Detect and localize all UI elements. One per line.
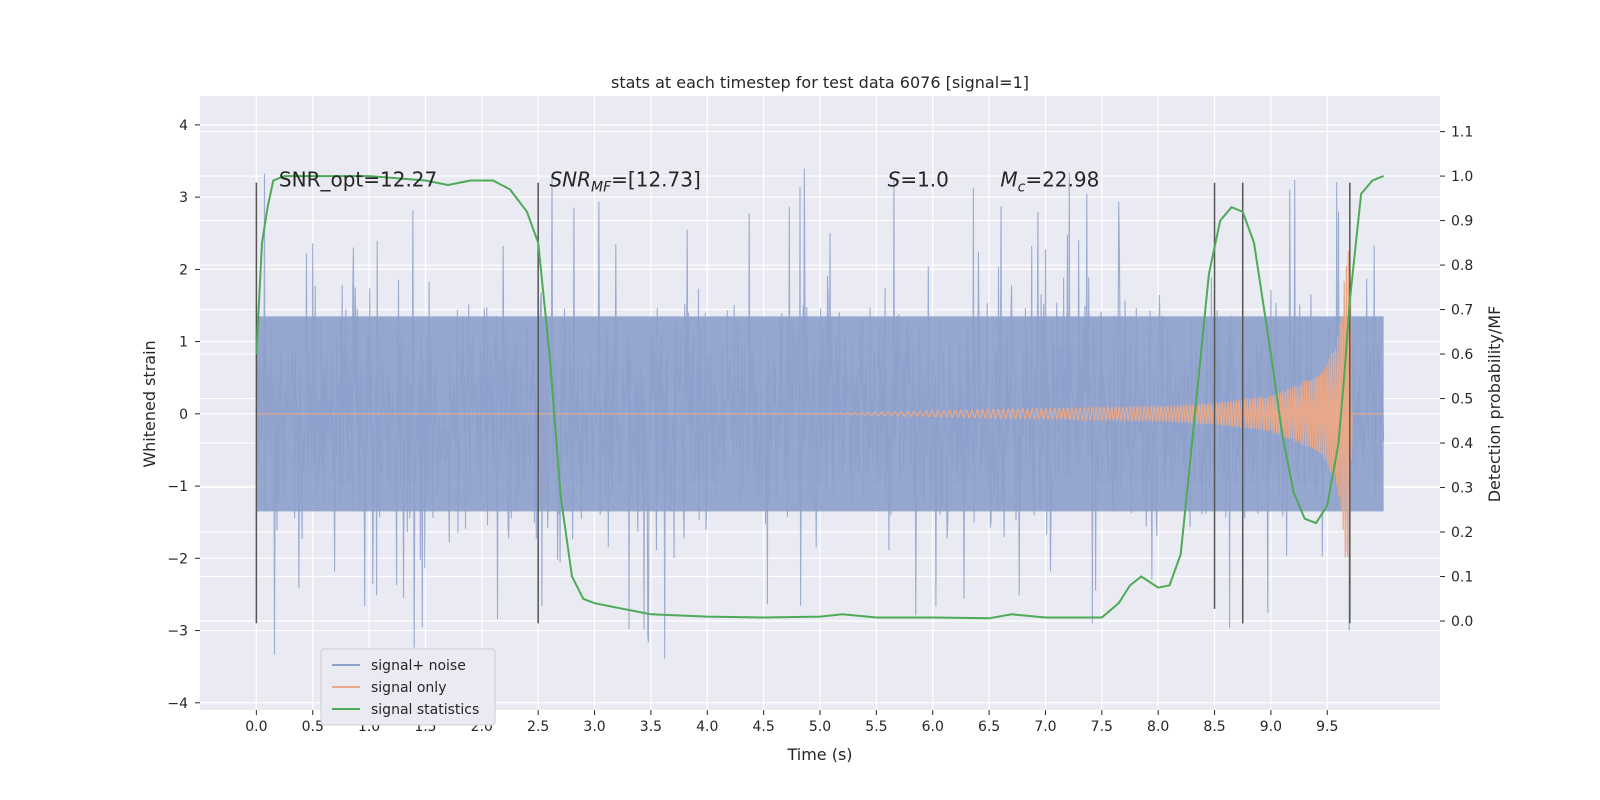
y-tick-label: 2	[179, 262, 188, 278]
x-ticks: 0.0 0.5 1.0 1.5 2.0 2.5 3.0 3.5 4.0 4.5 5.0 5.5 6.0 6…	[245, 710, 1338, 735]
y-right-tick-label: 0.8	[1451, 258, 1473, 274]
y-right-tick-label: 0.9	[1451, 214, 1473, 230]
legend-label-signal-only: signal only	[371, 680, 446, 696]
y-tick-label: −4	[167, 696, 188, 712]
x-tick-label: 3.5	[640, 719, 662, 735]
annotation-snr-opt: SNR_opt=12.27	[279, 167, 437, 191]
x-tick-label: 0.0	[245, 719, 267, 735]
y-right-tick-label: 0.0	[1451, 614, 1473, 630]
x-tick-label: 9.0	[1260, 719, 1282, 735]
legend-label-signal-statistics: signal statistics	[371, 702, 479, 718]
annotation-snr-mf: SNRMF=[12.73]	[549, 167, 700, 195]
x-tick-label: 3.0	[583, 719, 605, 735]
y-tick-label: −1	[167, 479, 188, 495]
y-tick-label: 0	[179, 407, 188, 423]
y-tick-label: 3	[179, 190, 188, 206]
x-tick-label: 6.0	[922, 719, 944, 735]
x-axis-label: Time (s)	[786, 745, 852, 764]
y-ticks: 4 3 2 1 0 −1 −2 −3 −4	[167, 118, 200, 712]
signal-statistics-line	[255, 175, 1384, 620]
y-right-axis-label: Detection probability/MF	[1485, 306, 1504, 503]
annotation-s-value: S=1.0	[888, 167, 949, 191]
y-tick-label: 1	[179, 335, 188, 351]
annotation-mc-value: Mc=22.98	[1000, 167, 1099, 195]
y-tick-label: −3	[167, 624, 188, 640]
y-right-tick-label: 0.6	[1451, 347, 1473, 363]
annotations: SNR_opt=12.27 SNRMF=[12.73] S=1.0 Mc=22.98	[279, 167, 1099, 195]
x-tick-label: 6.5	[978, 719, 1000, 735]
x-tick-label: 4.5	[753, 719, 775, 735]
vertical-markers	[255, 182, 1351, 624]
y-right-ticks: 1.1 1.0 0.9 0.8 0.7 0.6 0.5 0.4 0.3 0.2 0.1 0.0	[1440, 125, 1473, 630]
y-tick-label: 4	[179, 118, 188, 134]
y-right-tick-label: 0.2	[1451, 525, 1473, 541]
legend-box	[320, 648, 496, 726]
x-tick-label: 2.5	[527, 719, 549, 735]
x-tick-label: 4.0	[696, 719, 718, 735]
x-tick-label: 8.5	[1203, 719, 1225, 735]
chart-title: stats at each timestep for test data 607…	[611, 73, 1029, 92]
y-right-tick-label: 0.1	[1451, 570, 1473, 586]
y-axis-label: Whitened strain	[140, 340, 159, 467]
y-right-tick-label: 0.5	[1451, 392, 1473, 408]
x-tick-label: 8.0	[1147, 719, 1169, 735]
legend: signal+ noise signal only signal statist…	[320, 648, 496, 726]
y-right-tick-label: 0.3	[1451, 481, 1473, 497]
x-tick-label: 7.0	[1034, 719, 1056, 735]
signal-statistics-series	[255, 175, 1384, 620]
y-right-tick-label: 0.7	[1451, 303, 1473, 319]
y-right-tick-label: 1.1	[1451, 125, 1473, 141]
x-tick-label: 0.5	[302, 719, 324, 735]
x-tick-label: 7.5	[1091, 719, 1113, 735]
y-tick-label: −2	[167, 551, 188, 567]
y-right-tick-label: 1.0	[1451, 169, 1473, 185]
x-tick-label: 5.5	[865, 719, 887, 735]
x-tick-label: 9.5	[1316, 719, 1338, 735]
y-right-tick-label: 0.4	[1451, 436, 1473, 452]
x-tick-label: 5.0	[809, 719, 831, 735]
legend-label-signal-noise: signal+ noise	[371, 658, 466, 674]
